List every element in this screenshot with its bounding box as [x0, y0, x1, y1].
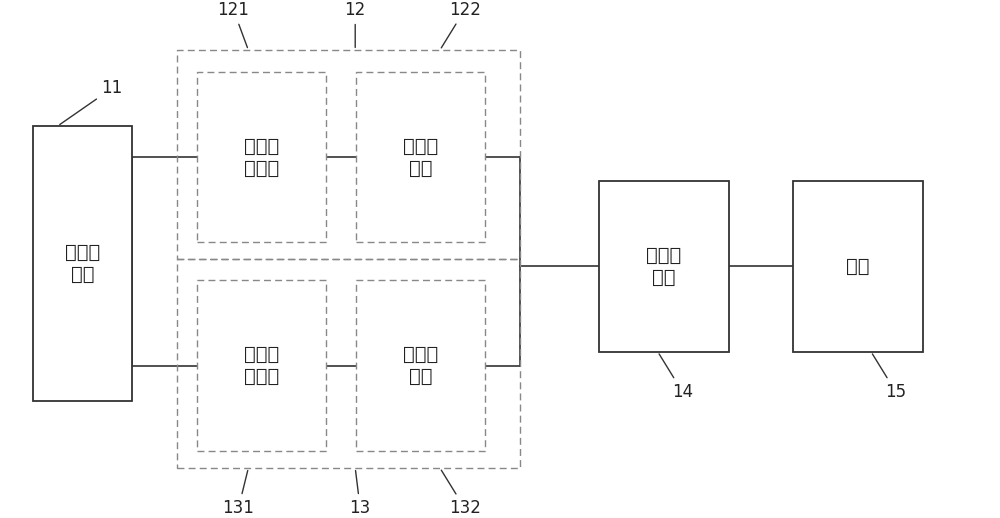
FancyBboxPatch shape [356, 71, 485, 242]
Text: 第一收
发信机: 第一收 发信机 [244, 136, 279, 178]
Text: 132: 132 [441, 470, 481, 517]
FancyBboxPatch shape [356, 280, 485, 451]
FancyBboxPatch shape [793, 181, 923, 352]
FancyBboxPatch shape [599, 181, 729, 352]
Text: 11: 11 [60, 79, 123, 124]
Text: 13: 13 [350, 470, 371, 517]
FancyBboxPatch shape [33, 126, 132, 401]
Text: 调制解
调器: 调制解 调器 [65, 243, 100, 284]
Text: 天线: 天线 [846, 256, 870, 276]
Text: 122: 122 [441, 1, 481, 48]
FancyBboxPatch shape [197, 280, 326, 451]
Text: 第二合
路器: 第二合 路器 [403, 136, 438, 178]
Text: 131: 131 [223, 470, 254, 517]
Text: 15: 15 [872, 354, 906, 401]
Text: 12: 12 [345, 1, 366, 48]
Text: 121: 121 [218, 1, 249, 48]
Text: 第三合
路器: 第三合 路器 [403, 346, 438, 386]
FancyBboxPatch shape [197, 71, 326, 242]
Text: 14: 14 [659, 354, 693, 401]
Text: 第二收
发信机: 第二收 发信机 [244, 346, 279, 386]
Text: 第一合
路器: 第一合 路器 [646, 246, 682, 286]
